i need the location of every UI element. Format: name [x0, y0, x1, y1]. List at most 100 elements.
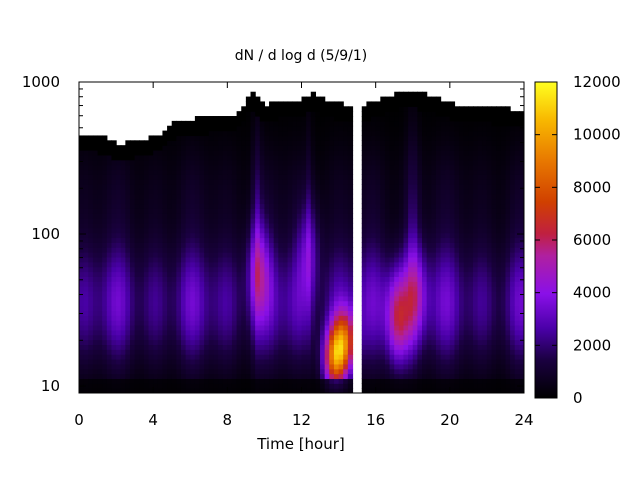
heatmap-cell	[199, 247, 205, 253]
heatmap-cell	[236, 150, 242, 156]
heatmap-cell	[259, 261, 266, 268]
heatmap-cell	[296, 368, 303, 375]
heatmap-cell	[408, 140, 414, 146]
heatmap-cell	[459, 150, 465, 156]
heatmap-cell	[222, 213, 228, 219]
heatmap-cell	[92, 358, 99, 365]
heatmap-cell	[463, 169, 469, 175]
heatmap-cell	[306, 281, 312, 287]
heatmap-cell	[389, 290, 395, 297]
heatmap-cell	[213, 232, 219, 239]
heatmap-cell	[486, 378, 493, 384]
heatmap-cell	[459, 286, 465, 292]
heatmap-cell	[347, 358, 354, 365]
heatmap-cell	[120, 363, 126, 370]
heatmap-cell	[190, 368, 196, 375]
heatmap-cell	[375, 154, 381, 161]
heatmap-cell	[171, 363, 177, 370]
heatmap-cell	[315, 339, 321, 346]
heatmap-cell	[422, 169, 428, 175]
heatmap-cell	[162, 135, 168, 141]
heatmap-cell	[296, 334, 303, 341]
heatmap-cell	[431, 368, 437, 375]
heatmap-cell	[116, 300, 122, 307]
heatmap-cell	[125, 358, 131, 365]
heatmap-cell	[176, 174, 182, 180]
heatmap-cell	[366, 281, 372, 287]
heatmap-cell	[273, 329, 279, 336]
heatmap-cell	[92, 305, 99, 311]
heatmap-cell	[218, 247, 224, 253]
heatmap-cell	[134, 344, 140, 350]
heatmap-cell	[218, 315, 224, 321]
heatmap-cell	[180, 354, 187, 360]
heatmap-cell	[473, 179, 479, 185]
heatmap-cell	[120, 232, 126, 239]
heatmap-cell	[143, 145, 150, 151]
heatmap-cell	[412, 116, 418, 122]
heatmap-cell	[296, 373, 303, 380]
heatmap-cell	[190, 150, 196, 156]
heatmap-cell	[236, 154, 242, 161]
heatmap-cell	[213, 237, 219, 243]
heatmap-cell	[83, 349, 89, 355]
heatmap-cell	[408, 120, 414, 127]
heatmap-cell	[204, 120, 210, 127]
heatmap-cell	[412, 295, 418, 302]
heatmap-cell	[222, 276, 228, 282]
heatmap-cell	[333, 329, 340, 336]
heatmap-cell	[449, 252, 456, 258]
heatmap-cell	[282, 106, 289, 112]
heatmap-cell	[241, 252, 247, 258]
heatmap-cell	[157, 300, 164, 307]
heatmap-cell	[79, 252, 85, 258]
heatmap-cell	[282, 320, 289, 326]
heatmap-cell	[157, 324, 164, 331]
heatmap-cell	[287, 354, 293, 360]
heatmap-cell	[426, 174, 432, 180]
heatmap-cell	[120, 193, 126, 200]
heatmap-cell	[449, 159, 456, 166]
heatmap-cell	[139, 378, 145, 384]
heatmap-cell	[83, 164, 89, 171]
heatmap-cell	[250, 310, 256, 316]
heatmap-cell	[236, 116, 242, 122]
heatmap-cell	[384, 300, 391, 307]
heatmap-cell	[134, 159, 140, 166]
heatmap-cell	[264, 218, 270, 224]
heatmap-cell	[389, 383, 395, 389]
heatmap-cell	[394, 174, 400, 180]
heatmap-cell	[422, 145, 428, 151]
heatmap-cell	[282, 266, 289, 273]
heatmap-cell	[320, 286, 326, 292]
heatmap-cell	[194, 383, 201, 389]
heatmap-cell	[102, 222, 108, 229]
heatmap-cell	[282, 116, 289, 122]
heatmap-cell	[250, 111, 256, 117]
heatmap-cell	[204, 276, 210, 282]
heatmap-cell	[222, 150, 228, 156]
heatmap-cell	[375, 290, 381, 297]
heatmap-cell	[380, 300, 386, 307]
heatmap-cell	[264, 378, 270, 384]
heatmap-cell	[482, 271, 488, 277]
heatmap-cell	[486, 320, 493, 326]
heatmap-cell	[213, 329, 219, 336]
heatmap-cell	[227, 203, 233, 209]
heatmap-cell	[422, 256, 428, 263]
heatmap-cell	[440, 358, 446, 365]
heatmap-cell	[213, 266, 219, 273]
heatmap-cell	[375, 218, 381, 224]
heatmap-cell	[375, 135, 381, 141]
heatmap-cell	[143, 334, 150, 341]
heatmap-cell	[102, 208, 108, 214]
heatmap-cell	[329, 320, 335, 326]
heatmap-cell	[454, 227, 460, 234]
heatmap-cell	[482, 281, 488, 287]
heatmap-cell	[245, 281, 252, 287]
heatmap-cell	[343, 135, 349, 141]
heatmap-cell	[148, 218, 154, 224]
heatmap-cell	[338, 116, 344, 122]
heatmap-cell	[222, 184, 228, 190]
heatmap-cell	[222, 286, 228, 292]
